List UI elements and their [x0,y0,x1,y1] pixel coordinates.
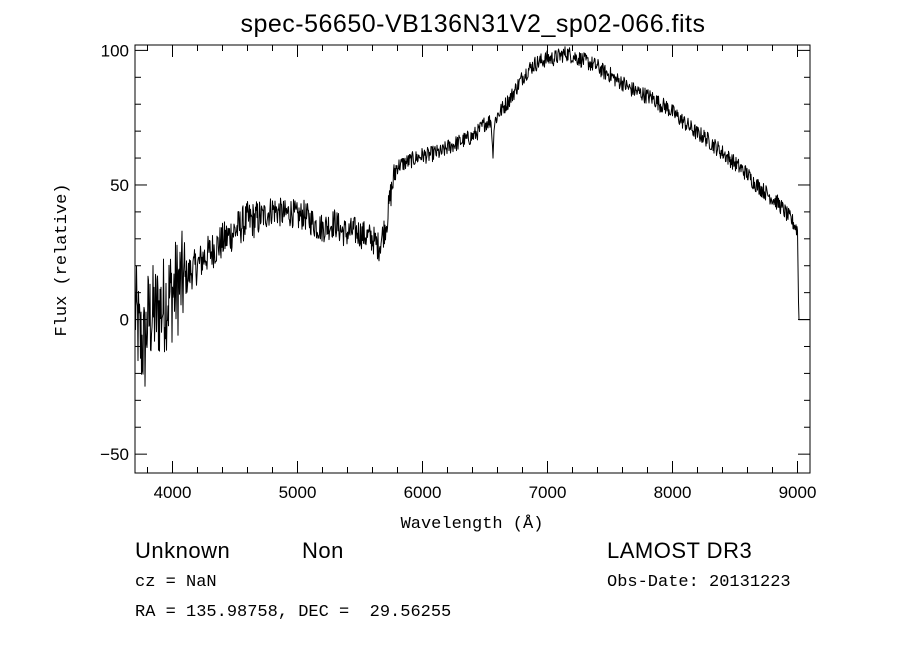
y-tick-label: 50 [110,176,129,195]
redshift-text: cz = NaN [135,573,217,592]
y-tick-label: 100 [101,41,129,60]
object-class: Non [302,538,344,563]
x-tick-label: 7000 [529,483,567,502]
survey-name: LAMOST DR3 [607,538,753,563]
x-axis-label: Wavelength (Å) [401,515,544,534]
spectrum-line [134,46,810,387]
x-tick-label: 6000 [404,483,442,502]
x-tick-label: 8000 [654,483,692,502]
y-tick-label: 0 [120,311,129,330]
obs-date-text: Obs-Date: 20131223 [607,573,791,592]
x-tick-label: 9000 [779,483,817,502]
x-tick-label: 4000 [154,483,192,502]
y-tick-label: −50 [100,445,129,464]
x-tick-label: 5000 [279,483,317,502]
plot-frame [134,44,811,474]
chart-title: spec-56650-VB136N31V2_sp02-066.fits [240,10,705,38]
y-axis-label: Flux (relative) [53,183,72,336]
coordinates-text: RA = 135.98758, DEC = 29.56255 [135,603,452,622]
object-name: Unknown [135,538,231,563]
